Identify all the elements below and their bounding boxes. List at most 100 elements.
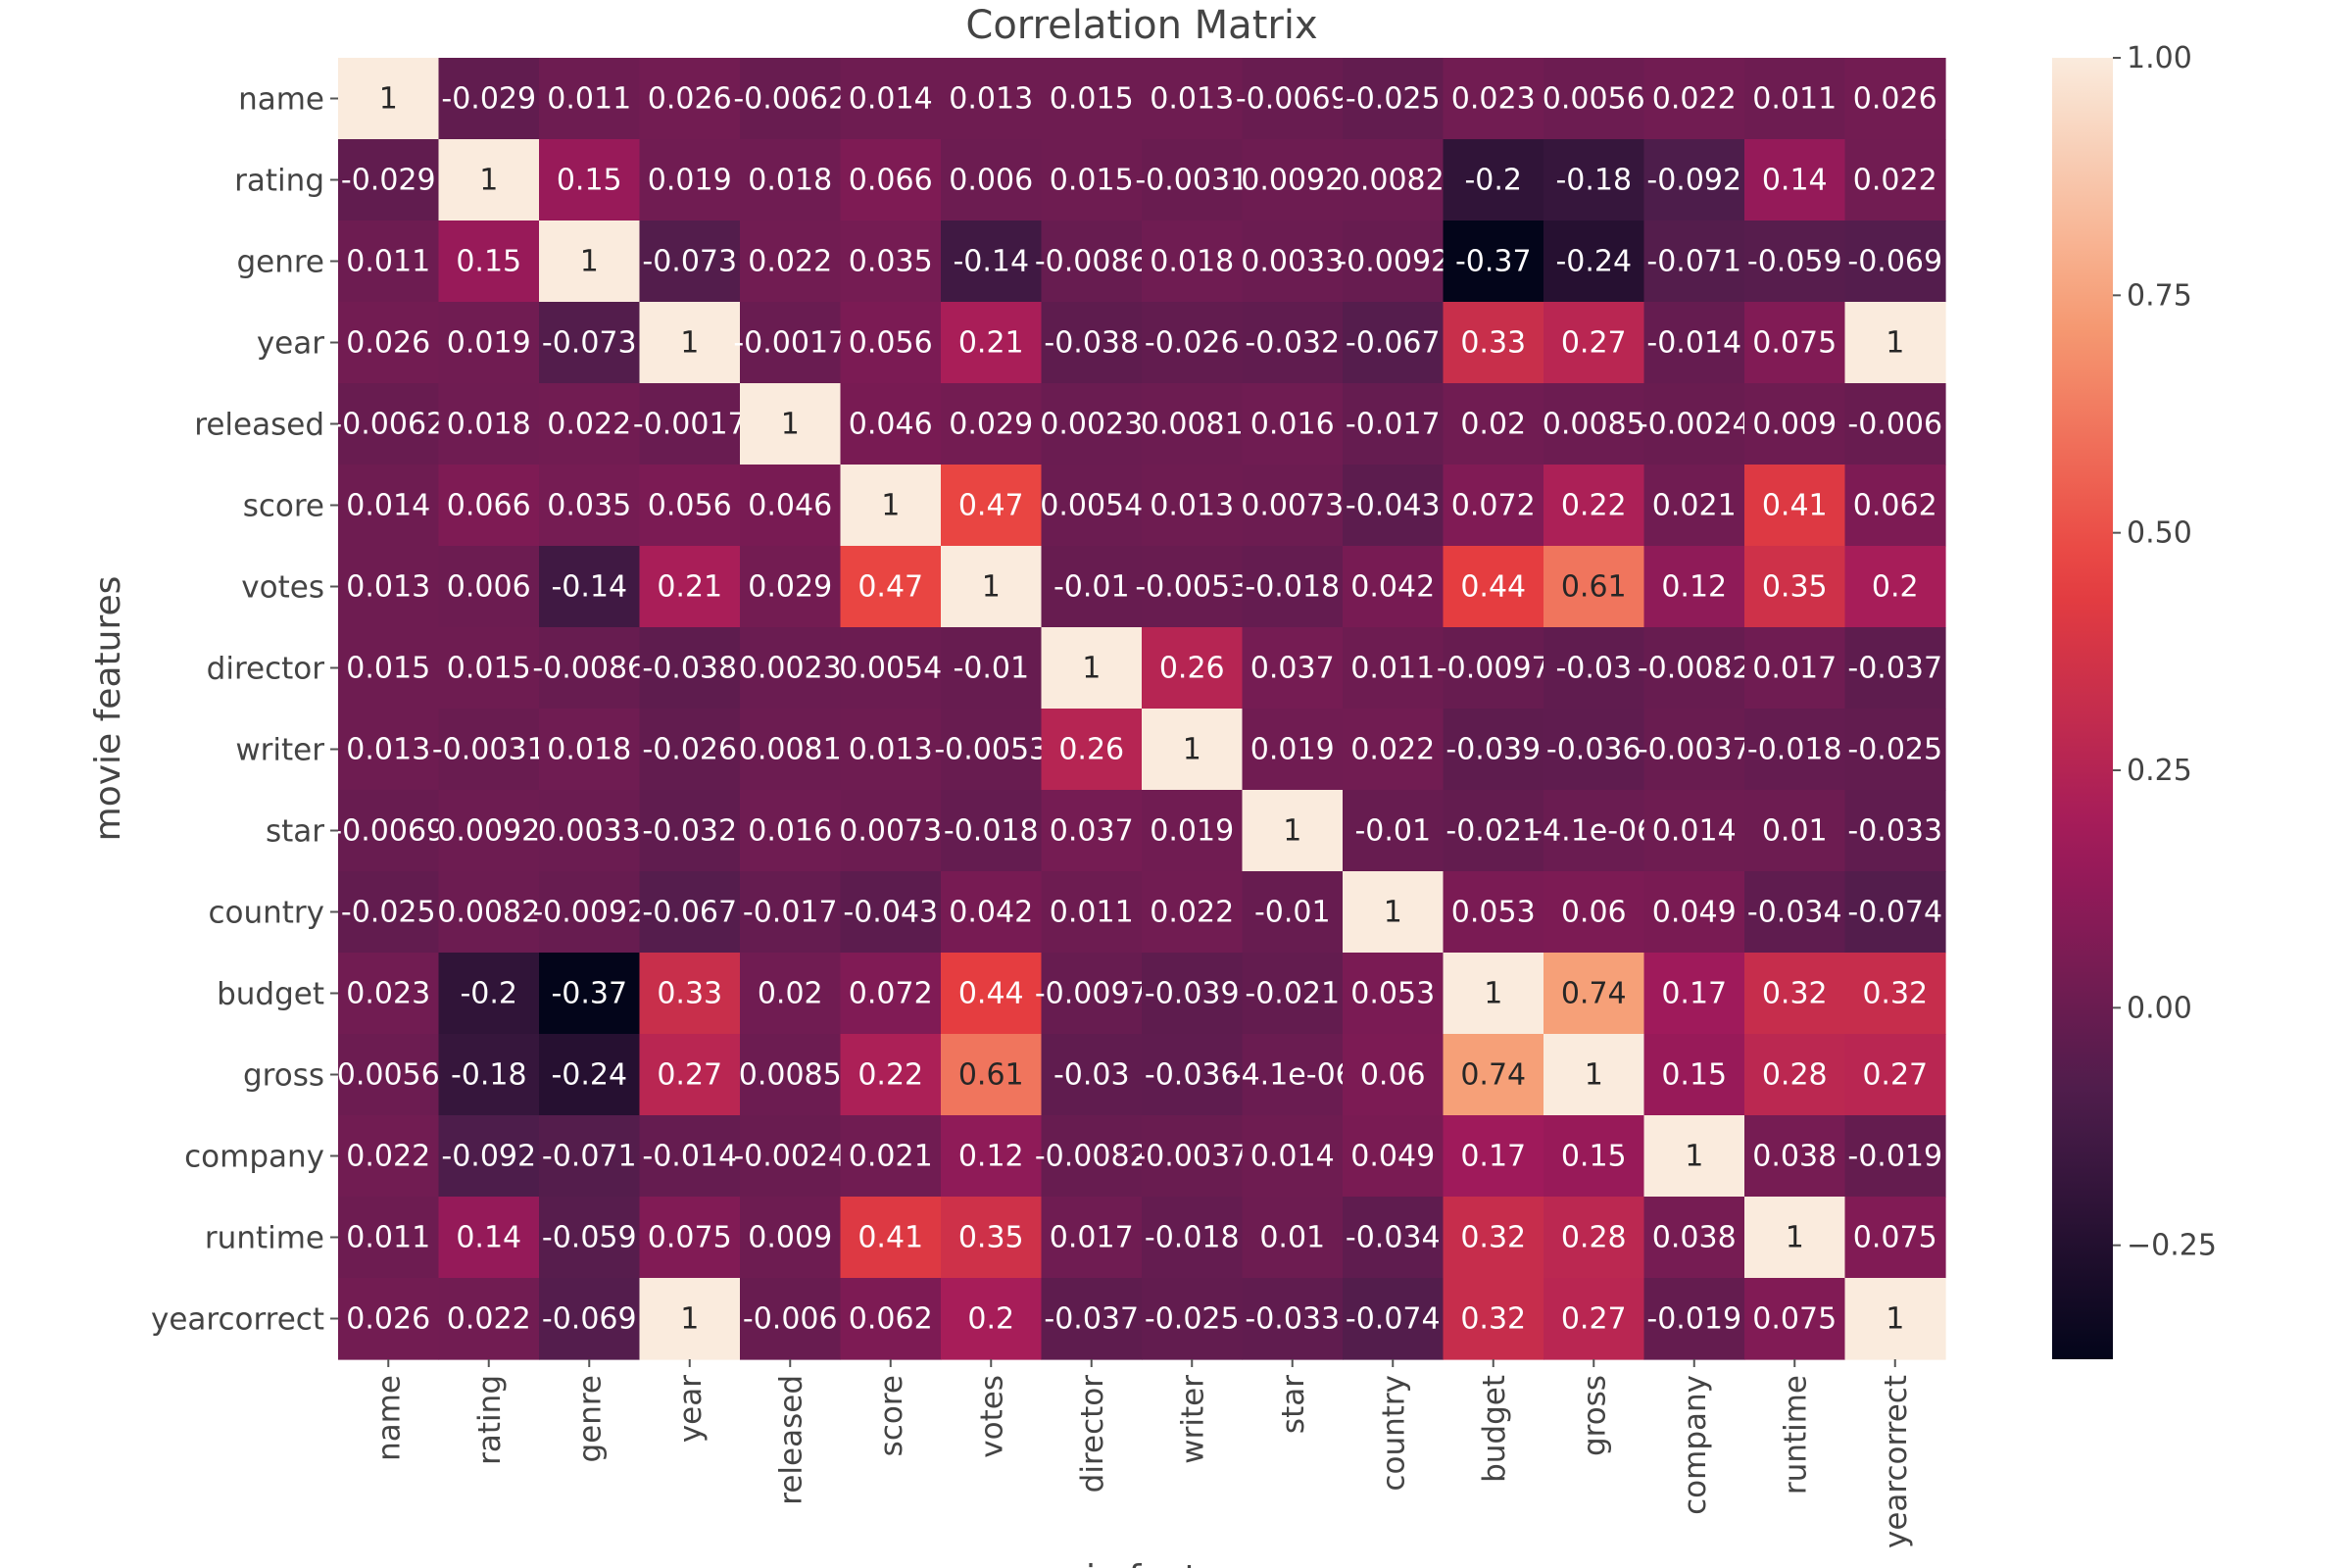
cell-value-label: 0.018 xyxy=(1150,245,1234,279)
cell-value-label: -0.018 xyxy=(1245,570,1340,605)
heatmap-cell-votes-name xyxy=(338,546,440,628)
cell-value-label: 0.018 xyxy=(547,733,631,767)
cell-value-label: 0.02 xyxy=(1460,408,1526,442)
cell-value-label: 0.0033 xyxy=(1241,245,1344,279)
heatmap-cell-released-budget xyxy=(1443,383,1544,466)
heatmap-cell-released-director xyxy=(1041,383,1143,466)
heatmap-cell-company-runtime xyxy=(1744,1115,1846,1198)
heatmap-cell-country-company xyxy=(1643,871,1745,954)
cell-value-label: 0.011 xyxy=(1350,652,1435,686)
cell-value-label: -0.0082 xyxy=(1035,1140,1149,1174)
heatmap-cell-writer-yearcorrect xyxy=(1844,709,1946,791)
heatmap-cell-rating-genre xyxy=(539,139,641,221)
heatmap-cell-released-score xyxy=(840,383,942,466)
heatmap-cell-budget-country xyxy=(1343,953,1445,1035)
cell-value-label: 0.009 xyxy=(1752,408,1837,442)
heatmap-cell-year-votes xyxy=(941,302,1043,384)
column-tick-label-country: country xyxy=(1376,1375,1411,1492)
heatmap-cell-genre-country xyxy=(1343,220,1445,303)
heatmap-cell-writer-company xyxy=(1643,709,1745,791)
cell-value-label: 0.27 xyxy=(657,1058,722,1093)
heatmap-cell-score-director xyxy=(1041,465,1143,547)
heatmap-cell-director-released xyxy=(740,627,842,710)
cell-value-label: 0.12 xyxy=(958,1140,1024,1174)
heatmap-cell-company-director xyxy=(1041,1115,1143,1198)
cell-value-label: 0.014 xyxy=(1250,1140,1335,1174)
heatmap-cell-yearcorrect-company xyxy=(1643,1278,1745,1360)
cell-value-label: 0.2 xyxy=(1872,570,1919,605)
heatmap-cell-yearcorrect-gross xyxy=(1544,1278,1645,1360)
heatmap-cell-country-votes xyxy=(941,871,1043,954)
cell-value-label: 0.023 xyxy=(1451,82,1536,117)
heatmap-cell-country-runtime xyxy=(1744,871,1846,954)
heatmap-cell-votes-year xyxy=(639,546,741,628)
cell-value-label: -0.032 xyxy=(642,814,737,849)
heatmap-cell-gross-star xyxy=(1242,1034,1344,1116)
cell-value-label: 0.062 xyxy=(849,1302,933,1337)
x-axis-label: movie features xyxy=(1009,1558,1275,1568)
heatmap-cell-votes-released xyxy=(740,546,842,628)
heatmap-cell-runtime-country xyxy=(1343,1197,1445,1279)
cell-value-label: 0.011 xyxy=(1752,82,1837,117)
heatmap-cell-score-country xyxy=(1343,465,1445,547)
heatmap-cell-gross-writer xyxy=(1142,1034,1244,1116)
cell-value-label: -0.019 xyxy=(1847,1140,1942,1174)
heatmap-cell-gross-votes xyxy=(941,1034,1043,1116)
heatmap-cell-budget-writer xyxy=(1142,953,1244,1035)
cell-value-label: 0.0082 xyxy=(1342,164,1445,198)
cell-value-label: 0.017 xyxy=(1752,652,1837,686)
cell-value-label: 0.22 xyxy=(858,1058,923,1093)
cell-value-label: 0.066 xyxy=(849,164,933,198)
cell-value-label: -0.03 xyxy=(1555,652,1632,686)
cell-value-label: 0.35 xyxy=(958,1221,1024,1255)
heatmap-cell-year-released xyxy=(740,302,842,384)
heatmap-cell-released-gross xyxy=(1544,383,1645,466)
column-tick-label-writer: writer xyxy=(1175,1375,1210,1464)
heatmap-cell-star-star xyxy=(1242,790,1344,872)
heatmap-cell-yearcorrect-runtime xyxy=(1744,1278,1846,1360)
heatmap-cell-country-released xyxy=(740,871,842,954)
heatmap-cell-name-score xyxy=(840,58,942,140)
cell-value-label: -0.01 xyxy=(1054,570,1130,605)
heatmap-cell-company-score xyxy=(840,1115,942,1198)
heatmap-cell-genre-runtime xyxy=(1744,220,1846,303)
cell-value-label: -0.073 xyxy=(642,245,737,279)
cell-value-label: -0.14 xyxy=(551,570,627,605)
cell-value-label: 0.41 xyxy=(1762,489,1828,523)
heatmap-cell-released-year xyxy=(639,383,741,466)
cell-value-label: 0.022 xyxy=(447,1302,531,1337)
heatmap-cell-writer-year xyxy=(639,709,741,791)
column-tick-label-director: director xyxy=(1075,1375,1110,1494)
column-tick-label-gross: gross xyxy=(1577,1375,1612,1456)
heatmap-cell-yearcorrect-score xyxy=(840,1278,942,1360)
cell-value-label: 0.32 xyxy=(1460,1302,1526,1337)
heatmap-cell-genre-director xyxy=(1041,220,1143,303)
heatmap-cell-released-yearcorrect xyxy=(1844,383,1946,466)
heatmap-cell-name-budget xyxy=(1443,58,1544,140)
heatmap-cell-genre-rating xyxy=(438,220,540,303)
cell-value-label: 0.019 xyxy=(1250,733,1335,767)
heatmap-cell-runtime-director xyxy=(1041,1197,1143,1279)
colorbar-tick-label: 1.00 xyxy=(2127,41,2192,75)
cell-value-label: -0.0053 xyxy=(1135,570,1249,605)
cell-value-label: 0.075 xyxy=(1752,1302,1837,1337)
cell-value-label: -0.006 xyxy=(1847,408,1942,442)
heatmap-cell-company-rating xyxy=(438,1115,540,1198)
heatmap-cell-votes-country xyxy=(1343,546,1445,628)
heatmap-cell-rating-votes xyxy=(941,139,1043,221)
cell-value-label: -0.0024 xyxy=(733,1140,847,1174)
heatmap-cell-yearcorrect-budget xyxy=(1443,1278,1544,1360)
cell-value-label: 1 xyxy=(1685,1140,1703,1174)
cell-value-label: 0.27 xyxy=(1862,1058,1928,1093)
heatmap-cell-gross-year xyxy=(639,1034,741,1116)
heatmap-cell-director-name xyxy=(338,627,440,710)
cell-value-label: 0.056 xyxy=(648,489,732,523)
cell-value-label: 0.018 xyxy=(447,408,531,442)
heatmap-cell-budget-released xyxy=(740,953,842,1035)
cell-value-label: 0.21 xyxy=(958,326,1024,361)
heatmap-cell-votes-yearcorrect xyxy=(1844,546,1946,628)
heatmap-cell-yearcorrect-yearcorrect xyxy=(1844,1278,1946,1360)
heatmap-cell-star-gross xyxy=(1544,790,1645,872)
heatmap-cell-score-score xyxy=(840,465,942,547)
cell-value-label: 0.15 xyxy=(1561,1140,1627,1174)
